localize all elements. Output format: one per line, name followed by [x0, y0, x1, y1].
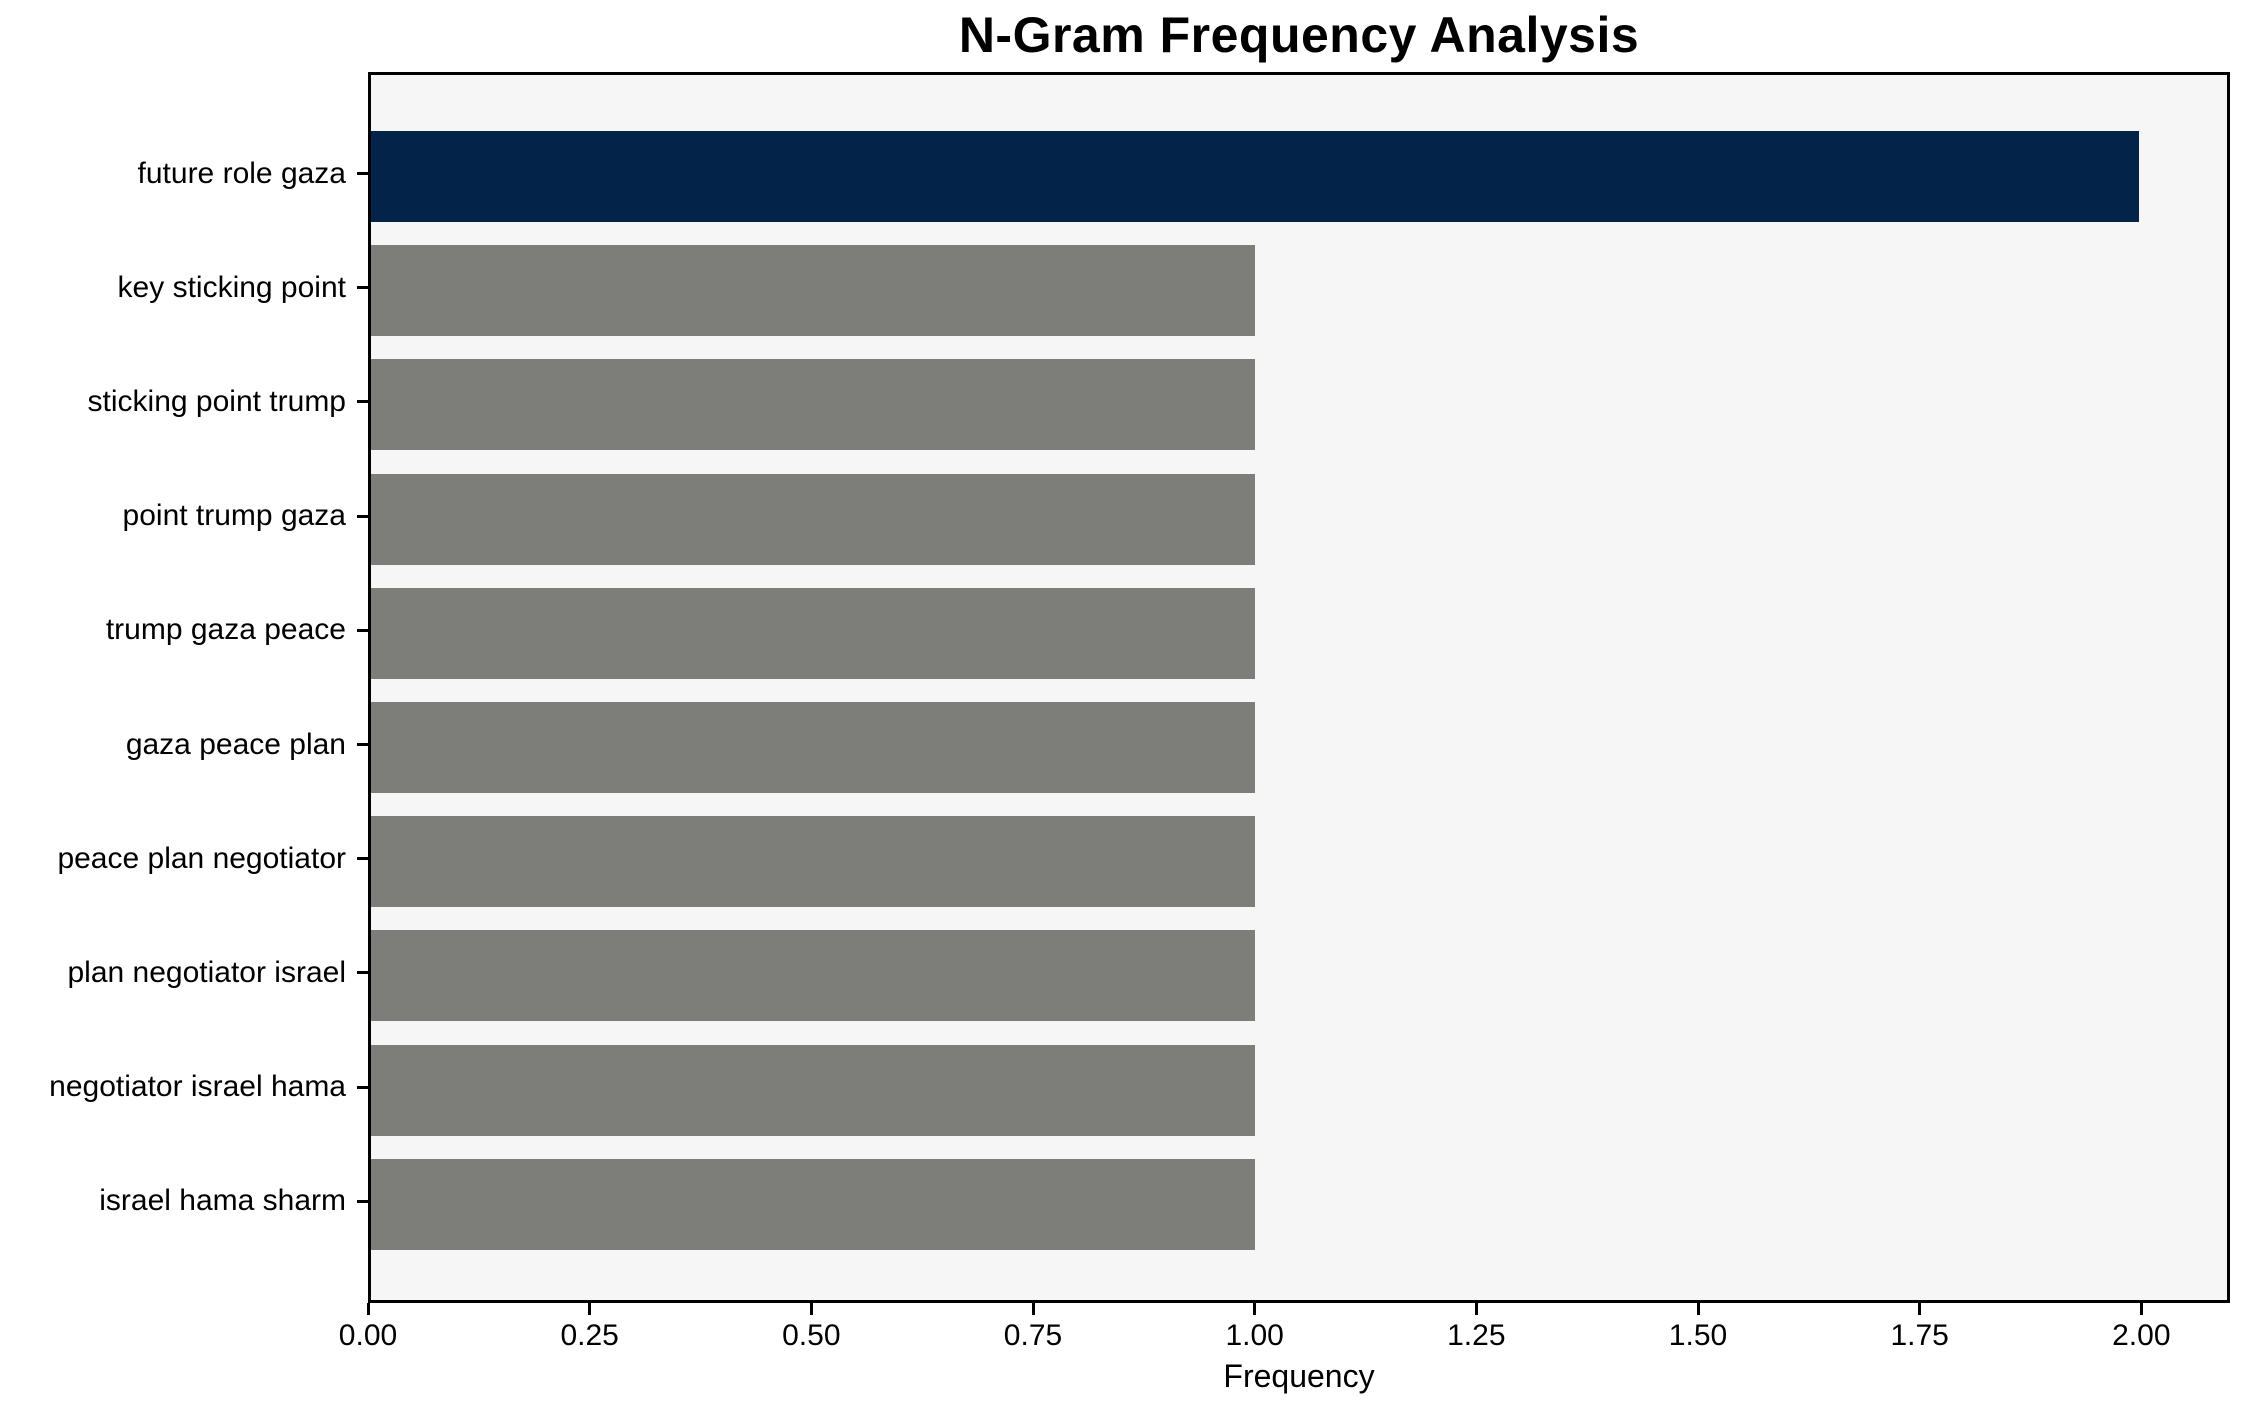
- y-tick-mark: [357, 286, 368, 290]
- bar-point-trump-gaza: [371, 473, 1255, 565]
- bar-negotiator-israel-hama: [371, 1044, 1255, 1136]
- x-tick-mark: [809, 1303, 813, 1315]
- bar-israel-hama-sharm: [371, 1158, 1255, 1250]
- bar-key-sticking-point: [371, 245, 1255, 337]
- x-tick-label: 1.00: [1225, 1319, 1284, 1352]
- y-tick-mark: [357, 172, 368, 175]
- x-tick-label: 1.25: [1447, 1319, 1506, 1352]
- bar-peace-plan-negotiator: [371, 816, 1255, 908]
- x-tick-mark: [366, 1303, 370, 1315]
- bar-future-role-gaza: [371, 131, 2139, 222]
- x-tick-mark: [1474, 1303, 1478, 1315]
- x-tick-mark: [1253, 1303, 1257, 1315]
- y-tick-label: trump gaza peace: [105, 613, 346, 647]
- y-tick-mark: [357, 514, 368, 518]
- x-tick-label: 1.75: [1890, 1319, 1949, 1352]
- x-tick-mark: [1696, 1303, 1700, 1315]
- y-tick-label: gaza peace plan: [125, 727, 346, 761]
- bar-sticking-point-trump: [371, 359, 1255, 451]
- y-tick-label: sticking point trump: [87, 384, 346, 418]
- y-tick-mark: [357, 1085, 368, 1089]
- x-tick-label: 0.75: [1003, 1319, 1063, 1352]
- y-tick-label: point trump gaza: [122, 499, 346, 533]
- x-tick-label: 2.00: [2112, 1319, 2171, 1352]
- y-tick-label: negotiator israel hama: [49, 1070, 346, 1104]
- y-tick-label: future role gaza: [137, 156, 346, 190]
- y-tick-label: peace plan negotiator: [57, 841, 346, 875]
- x-tick-mark: [588, 1303, 592, 1315]
- y-tick-mark: [357, 1199, 368, 1203]
- y-tick-mark: [357, 971, 368, 975]
- x-tick-mark: [1918, 1303, 1922, 1315]
- y-tick-mark: [357, 400, 368, 404]
- x-tick-label: 0.25: [560, 1319, 619, 1352]
- x-tick-label: 1.50: [1668, 1319, 1728, 1352]
- x-axis-label: Frequency: [1223, 1358, 1375, 1394]
- y-tick-mark: [357, 857, 368, 861]
- y-tick-label: plan negotiator israel: [67, 955, 346, 989]
- y-tick-mark: [357, 743, 368, 746]
- y-tick-label: key sticking point: [117, 270, 346, 304]
- chart-title: N-Gram Frequency Analysis: [958, 7, 1640, 63]
- y-tick-label: israel hama sharm: [99, 1184, 346, 1218]
- x-tick-label: 0.50: [782, 1319, 841, 1352]
- x-tick-mark: [1031, 1303, 1035, 1315]
- x-tick-mark: [2139, 1303, 2143, 1315]
- bar-gaza-peace-plan: [371, 702, 1255, 793]
- bar-plan-negotiator-israel: [371, 930, 1255, 1022]
- y-tick-mark: [357, 628, 368, 632]
- plot-area: [368, 72, 2230, 1303]
- bar-trump-gaza-peace: [371, 587, 1255, 679]
- x-tick-label: 0.00: [338, 1319, 398, 1352]
